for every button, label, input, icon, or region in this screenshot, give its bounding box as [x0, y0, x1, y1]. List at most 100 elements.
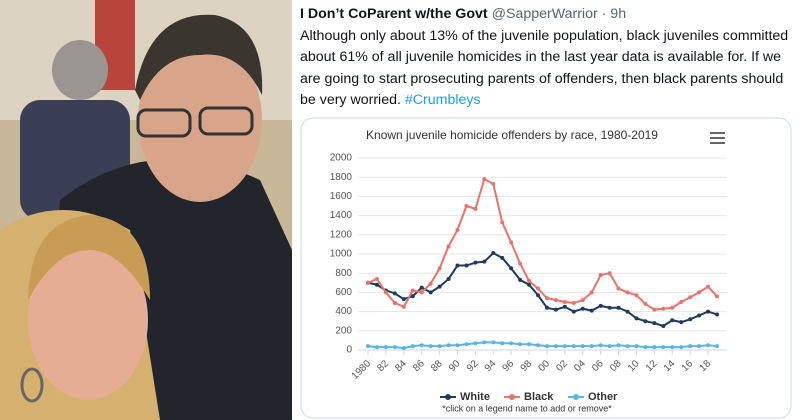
point	[571, 300, 576, 305]
author[interactable]: I Don’t CoParent w/the Govt	[300, 6, 488, 22]
series-line	[367, 341, 718, 350]
menu-icon[interactable]	[710, 132, 725, 144]
point	[419, 285, 424, 290]
point	[652, 307, 657, 312]
point	[401, 297, 406, 302]
point	[491, 340, 496, 345]
point	[437, 284, 442, 289]
point	[652, 321, 657, 326]
y-tick-label: 2000	[330, 153, 353, 164]
legend-item[interactable]: Other	[568, 391, 618, 403]
point	[392, 300, 397, 305]
hashtag[interactable]: #Crumbleys	[404, 92, 481, 108]
point	[544, 296, 549, 301]
point	[589, 290, 594, 295]
y-tick-label: 1800	[330, 172, 353, 183]
point	[500, 220, 505, 225]
point	[598, 343, 603, 348]
time[interactable]: · 9h	[601, 6, 627, 22]
legend-marker	[509, 394, 515, 400]
y-tick-label: 1600	[330, 191, 353, 202]
point	[688, 317, 693, 322]
point	[580, 344, 585, 349]
point	[491, 181, 496, 186]
point	[625, 290, 630, 295]
point	[607, 305, 612, 310]
legend-label[interactable]: Black	[524, 391, 554, 403]
point	[562, 304, 567, 309]
point	[661, 306, 666, 311]
point	[464, 263, 469, 268]
point	[607, 344, 612, 349]
point	[661, 345, 666, 350]
point	[374, 282, 379, 287]
point	[616, 305, 621, 310]
point	[437, 266, 442, 271]
point	[383, 345, 388, 350]
y-tick-label: 1400	[330, 210, 353, 221]
point	[643, 301, 648, 306]
tweet-header: I Don’t CoParent w/the Govt @SapperWarri…	[300, 4, 792, 26]
point	[643, 345, 648, 350]
point	[670, 318, 675, 323]
point	[688, 344, 693, 349]
chart-title: Known juvenile homicide offenders by rac…	[366, 128, 658, 142]
point	[616, 286, 621, 291]
point	[553, 298, 558, 303]
point	[625, 344, 630, 349]
series-line	[367, 177, 718, 311]
y-tick-label: 1000	[330, 249, 353, 260]
point	[670, 305, 675, 310]
point	[589, 308, 594, 313]
handle[interactable]: @SapperWarrior	[491, 6, 598, 22]
point	[464, 204, 469, 208]
point	[679, 300, 684, 304]
point	[625, 309, 630, 314]
point	[679, 320, 684, 325]
tweet-body: Although only about 13% of the juvenile …	[300, 27, 789, 109]
photo	[0, 0, 292, 420]
point	[715, 294, 719, 299]
point	[634, 293, 639, 298]
point	[527, 278, 532, 283]
point	[446, 244, 451, 249]
point	[392, 291, 397, 296]
point	[571, 309, 576, 314]
point	[661, 324, 666, 328]
point	[464, 342, 469, 347]
point	[491, 251, 496, 256]
legend-label[interactable]: White	[460, 391, 490, 403]
point	[446, 343, 451, 348]
point	[473, 206, 478, 211]
point	[500, 255, 505, 260]
point	[715, 344, 719, 349]
point	[553, 344, 558, 349]
point	[455, 263, 460, 268]
legend-item[interactable]: Black	[504, 391, 554, 403]
point	[410, 288, 415, 293]
point	[697, 290, 702, 295]
series-line	[367, 251, 718, 328]
point	[634, 344, 639, 349]
point	[419, 290, 424, 295]
point	[366, 280, 370, 285]
legend-label[interactable]: Other	[588, 391, 618, 403]
point	[509, 266, 514, 271]
point	[706, 309, 711, 314]
point	[580, 306, 585, 311]
point	[562, 344, 567, 349]
legend-item[interactable]: White	[440, 391, 490, 403]
point	[455, 343, 460, 348]
point	[428, 281, 433, 286]
point	[374, 345, 379, 350]
y-tick-label: 400	[335, 306, 352, 317]
point	[544, 305, 549, 310]
point	[518, 342, 523, 347]
point	[509, 341, 514, 346]
point	[697, 313, 702, 318]
point	[410, 344, 415, 349]
point	[715, 312, 719, 317]
point	[697, 344, 702, 349]
point	[473, 260, 478, 265]
